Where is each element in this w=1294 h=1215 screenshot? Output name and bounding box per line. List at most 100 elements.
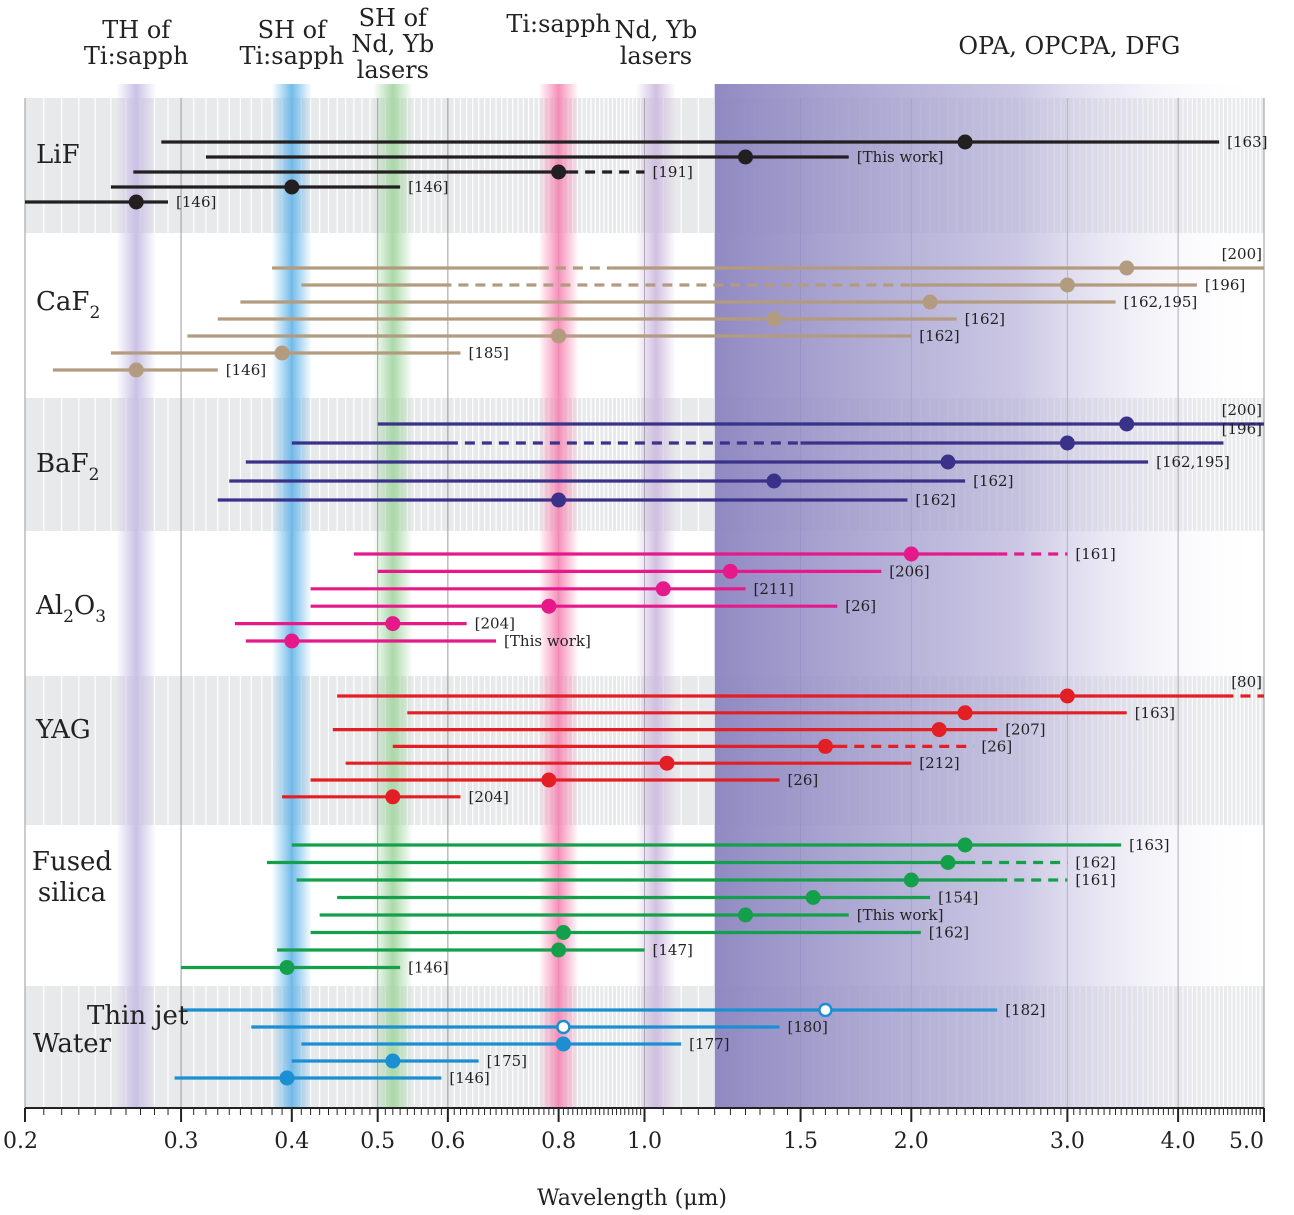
band-label: Nd, Yb <box>614 16 697 44</box>
pump-marker <box>922 294 938 310</box>
reference-label: [162] <box>965 310 1005 328</box>
reference-label: [207] <box>1005 721 1045 739</box>
pump-marker <box>541 772 557 788</box>
reference-label: [204] <box>475 615 515 633</box>
reference-label: [This work] <box>857 906 944 924</box>
reference-label: [175] <box>487 1052 527 1070</box>
reference-label: [163] <box>1129 836 1169 854</box>
label-main: CaF <box>36 287 89 317</box>
pump-marker <box>385 616 401 632</box>
band-label: TH of <box>102 16 172 44</box>
pump-marker <box>284 179 300 195</box>
pump-marker <box>551 942 567 958</box>
band-label: SH of <box>258 16 328 44</box>
material-label: LiF <box>36 140 80 170</box>
pump-marker <box>805 890 821 905</box>
tick-label: 0.5 <box>360 1129 395 1154</box>
tick-label: 0.4 <box>274 1129 309 1154</box>
band-label: Ti:sapph <box>506 10 611 38</box>
material-label: Fused <box>32 847 112 877</box>
reference-label: [162] <box>973 472 1013 490</box>
pump-marker <box>551 164 567 180</box>
tick-label: 0.6 <box>430 1129 465 1154</box>
reference-label: [146] <box>176 193 216 211</box>
pump-marker <box>737 907 753 923</box>
reference-label: [206] <box>889 562 929 580</box>
pump-marker <box>555 1036 571 1052</box>
reference-label: [146] <box>408 959 448 977</box>
label-subscript: 2 <box>63 607 74 627</box>
reference-label: [163] <box>1135 704 1175 722</box>
reference-label: [26] <box>981 737 1012 755</box>
reference-label: [26] <box>845 597 876 615</box>
reference-label: [182] <box>1005 1001 1045 1019</box>
reference-label: [80] <box>1231 673 1262 691</box>
reference-label: [200] <box>1222 245 1262 263</box>
material-label: silica <box>38 878 106 908</box>
pump-marker <box>722 563 738 579</box>
pump-marker-open <box>818 1002 833 1018</box>
reference-label: [185] <box>468 344 508 362</box>
pump-marker <box>903 546 919 562</box>
band-label: Nd, Yb <box>351 30 434 58</box>
pump-marker <box>555 925 571 940</box>
band-2 <box>372 84 413 1108</box>
band-0 <box>116 84 157 1108</box>
reference-label: [146] <box>449 1069 489 1087</box>
material-label: YAG <box>35 715 91 745</box>
pump-marker <box>655 581 671 597</box>
pump-marker <box>284 633 300 649</box>
label-main: BaF <box>36 449 89 479</box>
pump-marker <box>1059 688 1075 704</box>
reference-label: [204] <box>468 788 508 806</box>
reference-label: [161] <box>1075 871 1115 889</box>
pump-marker <box>940 454 956 470</box>
reference-label: [162,195] <box>1156 453 1230 471</box>
tick-label: 3.0 <box>1050 1129 1085 1154</box>
band-label: lasers <box>357 56 429 84</box>
reference-label: [200] <box>1222 401 1262 419</box>
reference-label: [154] <box>938 889 978 907</box>
tick-label: 0.3 <box>164 1129 199 1154</box>
pump-marker <box>957 837 973 853</box>
reference-label: [180] <box>787 1018 827 1036</box>
pump-marker <box>279 960 295 975</box>
band-label: lasers <box>620 42 692 70</box>
reference-label: [196] <box>1205 276 1245 294</box>
pump-marker <box>274 345 290 361</box>
pump-marker <box>766 311 782 327</box>
pump-marker <box>903 872 919 888</box>
pump-marker <box>659 755 675 771</box>
x-axis-label: Wavelength (μm) <box>537 1186 727 1211</box>
label-subscript: 3 <box>95 607 106 627</box>
pump-marker <box>1059 277 1075 293</box>
reference-label: [146] <box>408 178 448 196</box>
pump-marker <box>128 362 144 378</box>
pump-marker <box>766 473 782 489</box>
material-label: BaF2 <box>36 449 99 485</box>
reference-label: [162] <box>915 491 955 509</box>
pump-marker <box>737 149 753 165</box>
x-axis: 0.2 0.3 0.4 0.5 0.6 0.8 1.0 1.5 2.0 3.0 4.0 5.0 <box>3 1107 1265 1154</box>
reference-label: [162] <box>919 327 959 345</box>
label-subscript: 2 <box>89 465 100 485</box>
tick-label: 4.0 <box>1161 1129 1196 1154</box>
tick-label: 0.2 <box>3 1129 38 1154</box>
tick-label: 1.5 <box>783 1129 818 1154</box>
pump-marker <box>279 1070 295 1086</box>
reference-label: [196] <box>1222 420 1262 438</box>
pump-marker-open <box>556 1019 571 1035</box>
pump-marker <box>1119 260 1135 276</box>
band-4 <box>635 84 676 1108</box>
data-series <box>25 134 1264 1086</box>
pump-marker <box>128 194 144 210</box>
reference-label: [163] <box>1227 133 1267 151</box>
reference-label: [211] <box>753 580 793 598</box>
material-label: CaF2 <box>36 287 100 323</box>
reference-label: [177] <box>689 1035 729 1053</box>
text-labels: Thin jet Wavelength (μm) TH ofTi:sapphSH… <box>32 4 1268 1211</box>
band-label: Ti:sapph <box>240 42 345 70</box>
tick-label: 5.0 <box>1229 1129 1264 1154</box>
pump-marker <box>551 492 567 508</box>
